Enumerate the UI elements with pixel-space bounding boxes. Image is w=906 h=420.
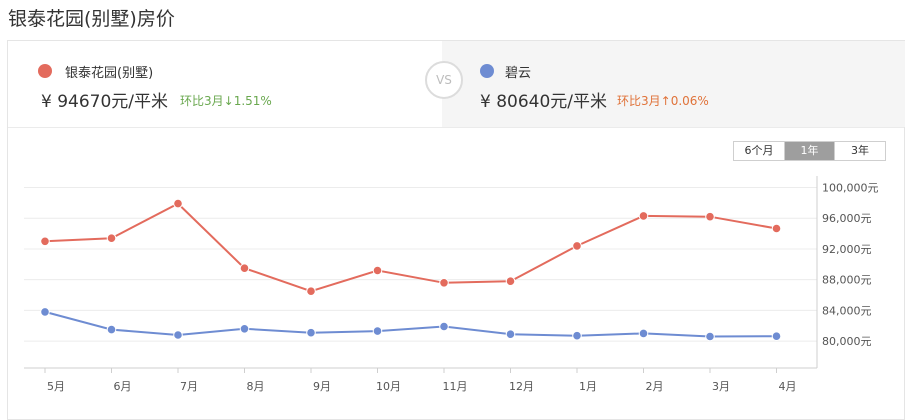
right-price: ¥ 80640元/平米 [480,92,608,112]
series-1-point [239,324,250,334]
series-0-point [638,211,649,221]
y-tick-label: 84,000元 [822,304,872,317]
right-community-name: 碧云 [505,66,532,81]
left-price: ¥ 94670元/平米 [41,92,169,112]
y-tick-label: 92,000元 [822,243,872,256]
series-1-point [372,326,383,336]
left-community-name: 银泰花园(别墅) [65,66,154,81]
x-tick-label: 10月 [376,380,401,393]
series-1-point [306,327,316,338]
x-tick-label: 12月 [509,380,534,393]
series-line-1 [44,310,777,338]
series-1-point [638,328,649,339]
series-1-point [40,307,50,317]
x-tick-label: 3月 [712,380,730,393]
range-tab-1-year[interactable]: 1年 [785,142,835,160]
x-tick-label: 1月 [579,380,597,393]
series-1-point [439,321,449,332]
series-1-point [771,331,782,342]
series-0-point [505,276,516,287]
series-0-point [372,265,383,276]
series-0-point [439,278,449,288]
series-0-point [106,233,117,243]
compare-right-panel: 碧云 ¥ 80640元/平米 环比3月↑0.06% [442,41,905,127]
price-trend-chart: 100,000元 96,000元 92,000元 88,000元 84,000元 80,0… [24,176,879,393]
y-tick-label: 88,000元 [822,274,872,287]
right-series-dot [480,64,494,78]
series-line-0 [44,202,777,293]
x-tick-label: 11月 [443,380,468,393]
compare-divider [8,127,904,128]
series-0-point [173,198,183,209]
page-title: 银泰花园(别墅)房价 [8,8,175,30]
left-change: 环比3月↓1.51% [180,94,272,108]
y-tick-label: 96,000元 [822,212,872,225]
series-0-point [306,286,316,297]
x-tick-label: 2月 [646,380,664,393]
compare-left-panel: 银泰花园(别墅) ¥ 94670元/平米 环比3月↓1.51% [8,41,442,127]
x-tick-label: 9月 [313,380,331,393]
price-compare-card: 银泰花园(别墅) ¥ 94670元/平米 环比3月↓1.51% 碧云 ¥ 806… [7,40,905,420]
series-0-point [239,263,250,274]
x-tick-label: 8月 [247,380,265,393]
series-1-point [106,324,117,335]
series-0-point [572,241,582,251]
y-tick-label: 100,000元 [822,182,879,195]
left-series-dot [38,64,52,78]
series-1-point [173,330,183,340]
x-tick-label: 5月 [47,380,65,393]
series-1-point [505,329,516,340]
series-1-point [705,331,715,342]
vs-badge: VS [425,61,463,99]
right-change: 环比3月↑0.06% [617,94,709,108]
range-tabs: 6个月 1年 3年 [733,141,886,161]
y-tick-label: 80,000元 [822,335,872,348]
x-tick-label: 4月 [779,380,797,393]
x-tick-label: 6月 [114,380,132,393]
series-0-point [40,236,50,247]
range-tab-3-years[interactable]: 3年 [835,142,885,160]
series-1-point [572,330,582,341]
x-tick-label: 7月 [180,380,198,393]
range-tab-6-months[interactable]: 6个月 [734,142,785,160]
series-0-point [771,223,782,234]
series-0-point [705,211,715,222]
